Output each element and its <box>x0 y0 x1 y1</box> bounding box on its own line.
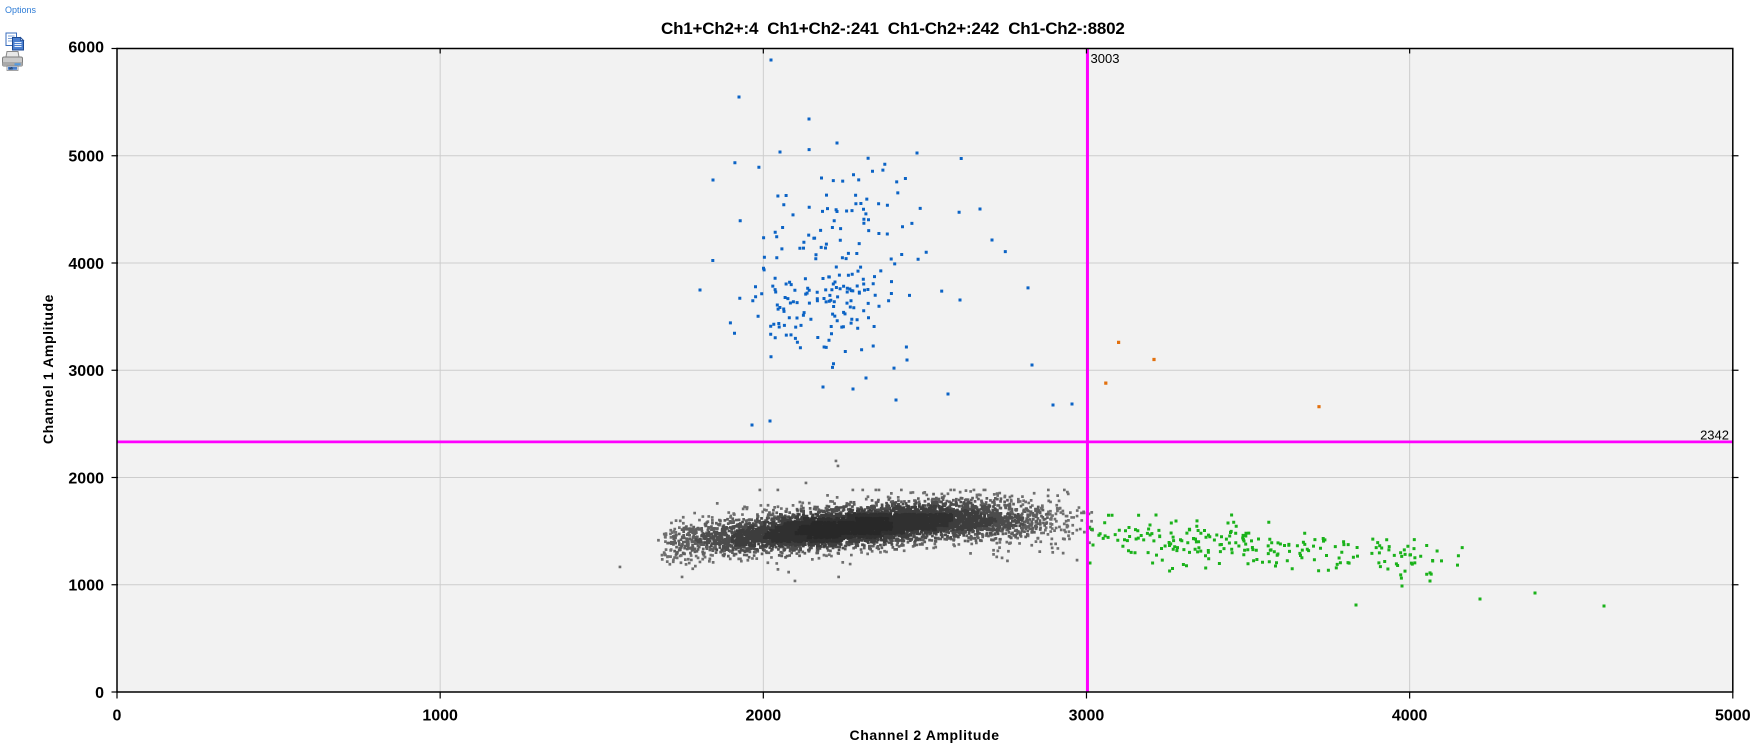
svg-text:2000: 2000 <box>68 470 104 487</box>
svg-text:1000: 1000 <box>68 578 104 595</box>
svg-text:2342: 2342 <box>1700 428 1729 443</box>
svg-text:6000: 6000 <box>68 39 104 56</box>
svg-text:4000: 4000 <box>1392 707 1428 724</box>
svg-text:Channel 2 Amplitude: Channel 2 Amplitude <box>850 727 1000 743</box>
svg-text:3000: 3000 <box>1069 707 1105 724</box>
svg-text:5000: 5000 <box>1715 707 1751 724</box>
svg-text:Channel 1 Amplitude: Channel 1 Amplitude <box>40 294 56 444</box>
svg-text:0: 0 <box>95 685 104 702</box>
svg-text:ab: ab <box>9 67 13 71</box>
svg-text:2000: 2000 <box>746 707 782 724</box>
svg-text:Ch1+Ch2+:4 Ch1+Ch2-:241 Ch1-: Ch1+Ch2+:4 Ch1+Ch2-:241 Ch1-Ch2+:242 Ch1… <box>661 19 1125 38</box>
svg-text:5000: 5000 <box>68 149 104 166</box>
svg-text:0: 0 <box>113 707 122 724</box>
svg-text:Options: Options <box>5 5 37 15</box>
svg-text:3000: 3000 <box>68 363 104 380</box>
svg-text:3003: 3003 <box>1091 51 1120 66</box>
svg-text:4000: 4000 <box>68 256 104 273</box>
svg-text:1000: 1000 <box>422 707 458 724</box>
